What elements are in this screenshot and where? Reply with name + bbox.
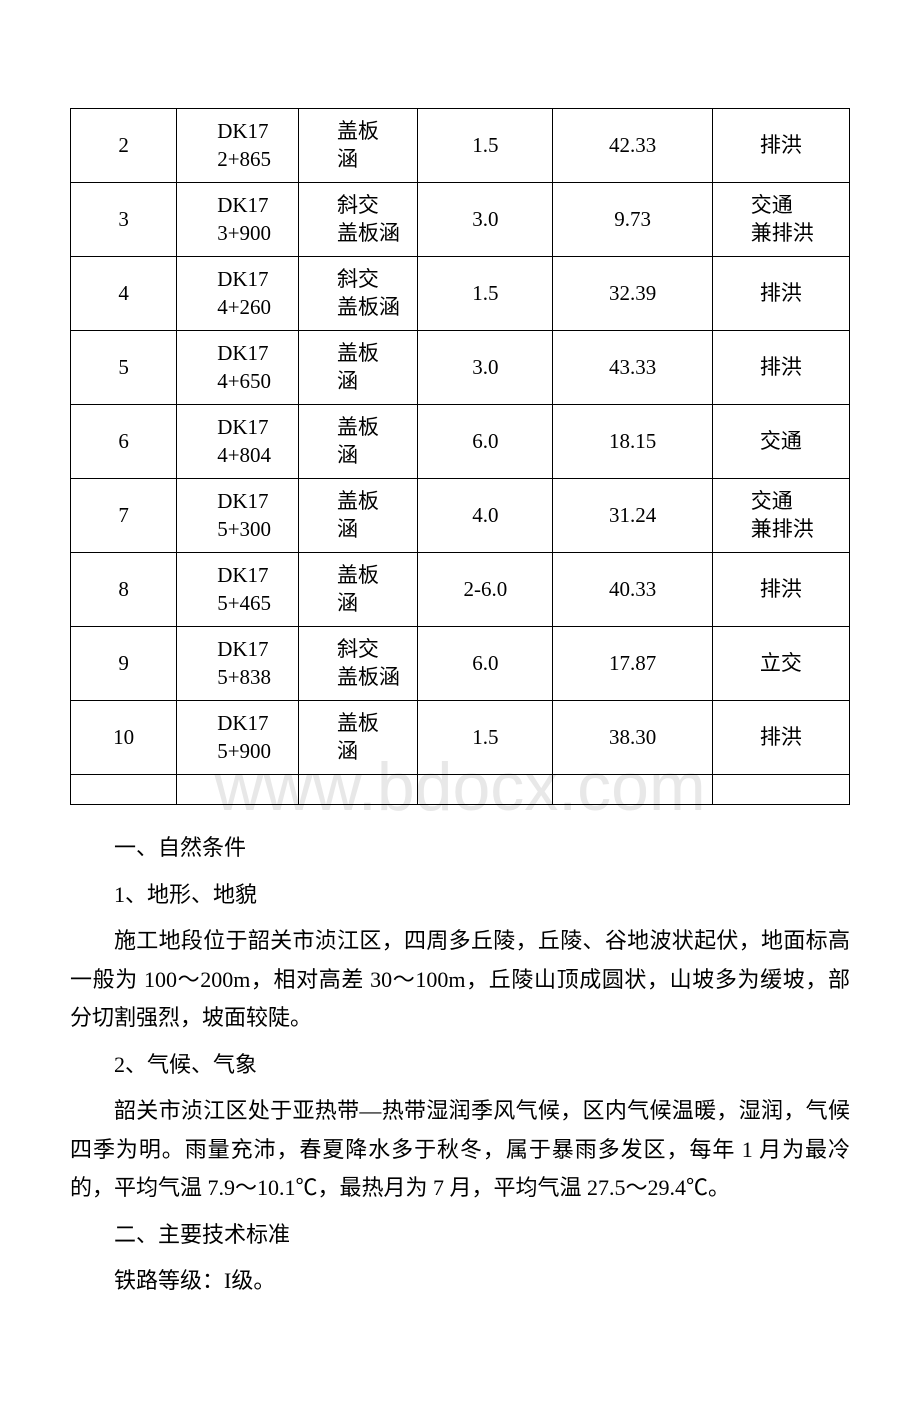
heading-1: 一、自然条件 [70, 829, 850, 868]
cell-span: 1.5 [418, 701, 553, 775]
cell-code: DK174+260 [177, 257, 299, 331]
cell-code: DK174+650 [177, 331, 299, 405]
cell-note: 排洪 [712, 109, 849, 183]
cell-length: 32.39 [553, 257, 712, 331]
cell-length: 18.15 [553, 405, 712, 479]
cell-span: 1.5 [418, 109, 553, 183]
cell-code: DK172+865 [177, 109, 299, 183]
cell-code: DK175+838 [177, 627, 299, 701]
cell-span: 3.0 [418, 331, 553, 405]
cell-code: DK175+300 [177, 479, 299, 553]
cell-note: 排洪 [712, 257, 849, 331]
table-row: 10DK175+900盖板涵1.538.30排洪 [71, 701, 850, 775]
culvert-table: 2DK172+865盖板涵1.542.33排洪3DK173+900斜交盖板涵3.… [70, 108, 850, 805]
cell-index: 4 [71, 257, 177, 331]
cell-code: DK175+900 [177, 701, 299, 775]
table-row: 5DK174+650盖板涵3.043.33排洪 [71, 331, 850, 405]
cell-index: 5 [71, 331, 177, 405]
cell-type: 盖板涵 [298, 553, 418, 627]
cell-type: 盖板涵 [298, 479, 418, 553]
cell-note: 排洪 [712, 701, 849, 775]
cell-note: 排洪 [712, 331, 849, 405]
table-row-empty [71, 775, 850, 805]
cell-type: 斜交盖板涵 [298, 627, 418, 701]
table-row: 4DK174+260斜交盖板涵1.532.39排洪 [71, 257, 850, 331]
cell-length: 31.24 [553, 479, 712, 553]
para-railway-grade: 铁路等级：I级。 [70, 1262, 850, 1301]
cell-span: 6.0 [418, 627, 553, 701]
cell-type: 斜交盖板涵 [298, 257, 418, 331]
cell-length: 9.73 [553, 183, 712, 257]
cell-index: 7 [71, 479, 177, 553]
cell-empty [71, 775, 177, 805]
cell-type: 盖板涵 [298, 331, 418, 405]
cell-span: 4.0 [418, 479, 553, 553]
cell-length: 40.33 [553, 553, 712, 627]
para-terrain: 施工地段位于韶关市浈江区，四周多丘陵，丘陵、谷地波状起伏，地面标高一般为 100… [70, 922, 850, 1038]
document-body: 一、自然条件 1、地形、地貌 施工地段位于韶关市浈江区，四周多丘陵，丘陵、谷地波… [70, 829, 850, 1301]
cell-length: 38.30 [553, 701, 712, 775]
cell-note: 排洪 [712, 553, 849, 627]
cell-empty [418, 775, 553, 805]
cell-length: 42.33 [553, 109, 712, 183]
table-row: 2DK172+865盖板涵1.542.33排洪 [71, 109, 850, 183]
cell-code: DK174+804 [177, 405, 299, 479]
cell-code: DK175+465 [177, 553, 299, 627]
cell-empty [177, 775, 299, 805]
cell-length: 17.87 [553, 627, 712, 701]
cell-empty [298, 775, 418, 805]
table-row: 8DK175+465盖板涵2-6.040.33排洪 [71, 553, 850, 627]
sub-1-2: 2、气候、气象 [70, 1046, 850, 1085]
cell-type: 盖板涵 [298, 701, 418, 775]
cell-index: 8 [71, 553, 177, 627]
cell-type: 盖板涵 [298, 109, 418, 183]
table-row: 9DK175+838斜交盖板涵6.017.87立交 [71, 627, 850, 701]
cell-note: 交通兼排洪 [712, 183, 849, 257]
cell-type: 盖板涵 [298, 405, 418, 479]
table-row: 6DK174+804盖板涵6.018.15交通 [71, 405, 850, 479]
cell-span: 2-6.0 [418, 553, 553, 627]
table-row: 7DK175+300盖板涵4.031.24交通兼排洪 [71, 479, 850, 553]
para-climate: 韶关市浈江区处于亚热带—热带湿润季风气候，区内气候温暖，湿润，气候四季为明。雨量… [70, 1092, 850, 1208]
cell-index: 6 [71, 405, 177, 479]
heading-2: 二、主要技术标准 [70, 1216, 850, 1255]
cell-note: 立交 [712, 627, 849, 701]
cell-span: 3.0 [418, 183, 553, 257]
cell-index: 3 [71, 183, 177, 257]
cell-span: 6.0 [418, 405, 553, 479]
cell-length: 43.33 [553, 331, 712, 405]
cell-empty [553, 775, 712, 805]
cell-type: 斜交盖板涵 [298, 183, 418, 257]
cell-index: 10 [71, 701, 177, 775]
cell-note: 交通 [712, 405, 849, 479]
cell-span: 1.5 [418, 257, 553, 331]
table-row: 3DK173+900斜交盖板涵3.09.73交通兼排洪 [71, 183, 850, 257]
cell-note: 交通兼排洪 [712, 479, 849, 553]
cell-code: DK173+900 [177, 183, 299, 257]
cell-index: 9 [71, 627, 177, 701]
cell-empty [712, 775, 849, 805]
sub-1-1: 1、地形、地貌 [70, 876, 850, 915]
cell-index: 2 [71, 109, 177, 183]
